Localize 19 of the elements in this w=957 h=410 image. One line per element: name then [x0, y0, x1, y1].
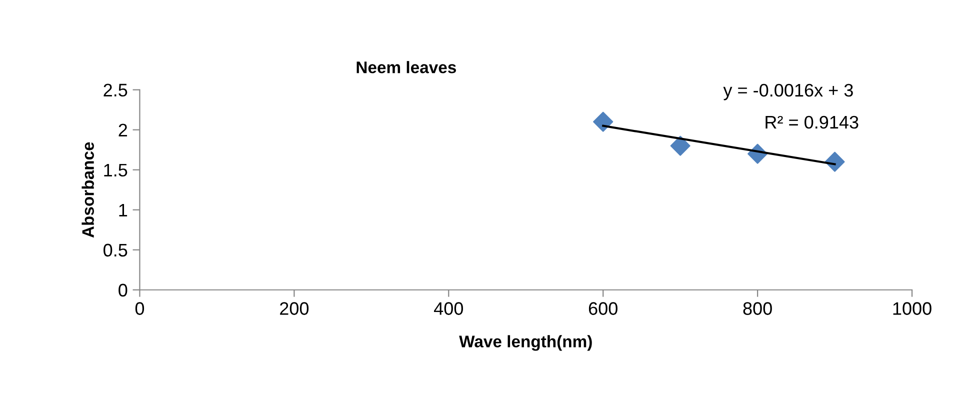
point [593, 112, 614, 132]
annotation: y = -0.0016x + 3 [723, 84, 853, 100]
x-tick-label: 800 [743, 302, 772, 315]
annotation: R² = 0.9143 [766, 116, 858, 129]
y-tick-label: 0 [118, 284, 128, 297]
y-tick-label: 2 [118, 124, 128, 136]
x-tick-label: 200 [280, 302, 309, 315]
x-tick-label: 600 [588, 302, 618, 315]
y-tick-label: 1.5 [104, 164, 128, 177]
x-axis-title: Wave length(nm) [459, 335, 592, 351]
y-axis-title: Absorbance [82, 142, 94, 238]
y-tick-label: 2.5 [104, 84, 128, 97]
point [670, 136, 690, 156]
chart-title: Neem leaves [356, 61, 456, 74]
y-tick-label: 1 [119, 204, 128, 216]
y-tick-label: 0.5 [104, 244, 128, 257]
x-tick-label: 0 [135, 302, 144, 315]
x-tick-label: 1000 [893, 302, 932, 315]
x-tick-label: 400 [434, 302, 463, 315]
